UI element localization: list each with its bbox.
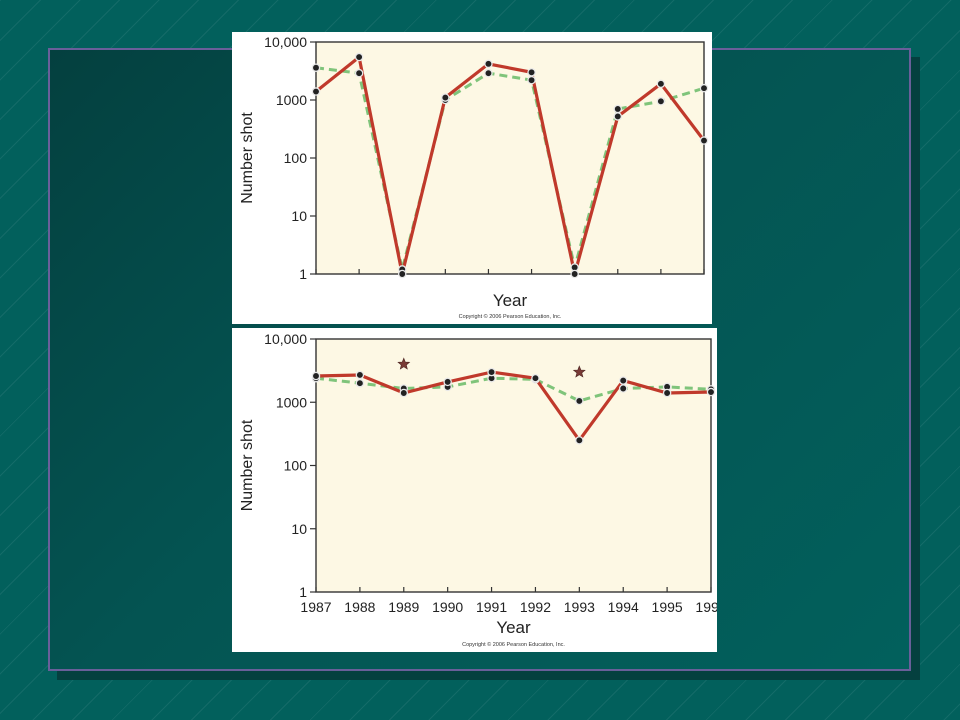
bottom-chart-svg: 1 10 100 1000 10,000 1987 1988 1989 1990 1991 1992…: [239, 331, 717, 648]
top-series-solid-point: [613, 112, 623, 121]
bottom-series-dashed-point: [355, 378, 365, 388]
top-series-dashed-point: [699, 83, 709, 93]
top-ytick-label: 100: [284, 150, 308, 166]
top-x-axis-label: Year: [493, 291, 528, 310]
top-series-solid-point: [441, 93, 450, 102]
top-ytick-label: 10,000: [264, 34, 307, 50]
top-chart-svg: 1 10 100 1000 10,000 Year Number shot Copyright…: [239, 34, 709, 320]
bottom-series-solid-point: [311, 371, 321, 381]
top-series-solid-line: [315, 54, 706, 275]
top-copyright: Copyright © 2006 Pearson Education, Inc.: [459, 313, 562, 320]
top-series-solid-point: [527, 68, 536, 77]
top-series-dashed-point: [656, 97, 666, 106]
bottom-star-marker: [397, 357, 411, 370]
bottom-x-axis-label: Year: [496, 618, 531, 637]
bottom-star-marker: [572, 365, 586, 378]
bottom-xtick-label: 1995: [652, 599, 683, 615]
bottom-xtick-label: 1993: [564, 599, 595, 615]
bottom-plot-area: [315, 338, 712, 593]
top-ytick-label: 1000: [276, 92, 307, 108]
top-series-dashed-point: [484, 68, 493, 78]
top-series-solid-point: [656, 79, 666, 89]
top-y-axis-label: Number shot: [239, 112, 256, 204]
bottom-series-solid-point: [399, 388, 409, 398]
bottom-series-dashed-line: [315, 376, 712, 403]
top-series-solid-point: [397, 269, 407, 279]
bottom-ytick-label: 10,000: [264, 331, 307, 347]
top-series-solid-point: [699, 136, 709, 145]
bottom-series-solid-point: [487, 367, 496, 377]
bottom-xtick-label: 1988: [344, 599, 375, 615]
bottom-xtick-label: 1994: [608, 599, 639, 615]
top-series-dashed-point: [527, 75, 536, 85]
bottom-xtick-label: 1996: [695, 599, 717, 615]
top-ytick-label: 1: [299, 266, 307, 282]
top-series-solid-point: [354, 52, 364, 62]
top-series-dashed-point: [613, 104, 623, 114]
top-series-solid-point: [484, 59, 493, 69]
bottom-y-axis-label: Number shot: [239, 419, 256, 511]
bottom-series-solid-point: [706, 387, 716, 397]
bottom-xtick-label: 1992: [520, 599, 551, 615]
bottom-series-solid-line: [315, 370, 712, 444]
top-chart: 1 10 100 1000 10,000 Year Number shot Copyright…: [232, 32, 712, 324]
bottom-series-solid-point: [575, 436, 584, 445]
top-series-solid-point: [311, 87, 321, 96]
bottom-series-solid-point: [618, 376, 628, 385]
bottom-series-solid-point: [443, 377, 452, 387]
bottom-xtick-label: 1989: [388, 599, 419, 615]
top-ytick-label: 10: [291, 208, 307, 224]
top-series-dashed-point: [311, 63, 321, 72]
bottom-ytick-label: 1000: [276, 394, 307, 410]
bottom-copyright: Copyright © 2006 Pearson Education, Inc.: [462, 641, 565, 648]
bottom-series-solid-point: [662, 388, 672, 398]
bottom-ytick-label: 10: [291, 521, 307, 537]
bottom-series-dashed-point: [618, 384, 628, 393]
bottom-xtick-label: 1990: [432, 599, 463, 615]
bottom-ytick-label: 100: [284, 458, 308, 474]
top-series-solid-point: [570, 269, 579, 279]
bottom-xtick-label: 1987: [300, 599, 331, 615]
bottom-xtick-label: 1991: [476, 599, 507, 615]
bottom-series-dashed-point: [575, 396, 584, 406]
bottom-chart: 1 10 100 1000 10,000 1987 1988 1989 1990 1991 1992…: [232, 328, 717, 652]
bottom-ytick-label: 1: [299, 584, 307, 600]
top-series-dashed-point: [354, 68, 364, 78]
bottom-series-solid-point: [531, 373, 540, 383]
bottom-series-solid-point: [355, 370, 365, 380]
top-plot-area: [315, 41, 705, 275]
